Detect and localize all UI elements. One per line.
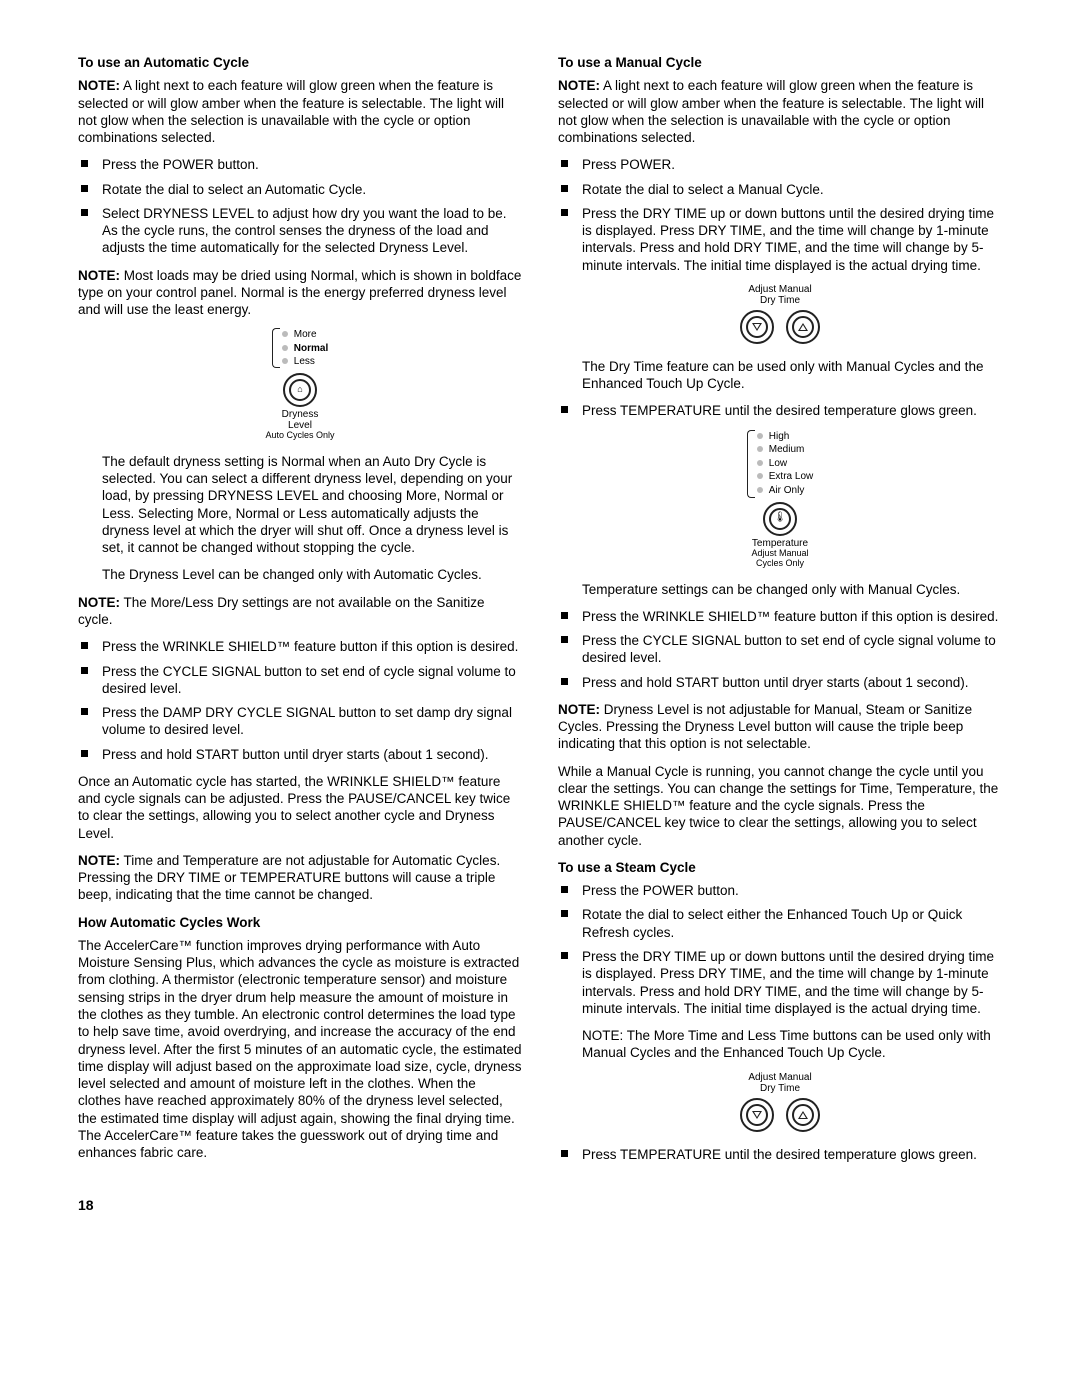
list-item: Rotate the dial to select an Automatic C… bbox=[78, 181, 522, 198]
list-item: Press and hold START button until dryer … bbox=[78, 746, 522, 763]
list-steam-2: Press TEMPERATURE until the desired temp… bbox=[558, 1146, 1002, 1163]
list-item: Press TEMPERATURE until the desired temp… bbox=[558, 1146, 1002, 1163]
right-column: To use a Manual Cycle NOTE: A light next… bbox=[558, 54, 1002, 1173]
heading-auto-cycle: To use an Automatic Cycle bbox=[78, 54, 522, 71]
para-accelercare: The AccelerCare™ function improves dryin… bbox=[78, 937, 522, 1161]
note-label: NOTE: bbox=[78, 78, 120, 93]
note-4: NOTE: Time and Temperature are not adjus… bbox=[78, 852, 522, 904]
level-more: More bbox=[282, 328, 328, 342]
note-text: Dryness Level is not adjustable for Manu… bbox=[558, 702, 972, 752]
note-label: NOTE: bbox=[78, 595, 120, 610]
time-down-knob-icon bbox=[740, 1098, 774, 1132]
note-text: The More/Less Dry settings are not avail… bbox=[78, 595, 484, 627]
note-1: NOTE: A light next to each feature will … bbox=[78, 77, 522, 146]
figure-dryness-level: More Normal Less ⌂ Dryness Level Auto Cy… bbox=[78, 328, 522, 440]
list-item: Rotate the dial to select either the Enh… bbox=[558, 906, 1002, 941]
list-steam-1: Press the POWER button. Rotate the dial … bbox=[558, 882, 1002, 1017]
list-item: Press the WRINKLE SHIELD™ feature button… bbox=[78, 638, 522, 655]
indent-note: NOTE: The More Time and Less Time button… bbox=[558, 1027, 1002, 1062]
fig-caption: Adjust Manual bbox=[558, 284, 1002, 295]
heading-steam-cycle: To use a Steam Cycle bbox=[558, 859, 1002, 876]
indent-para: The default dryness setting is Normal wh… bbox=[78, 453, 522, 557]
list-item: Press the POWER button. bbox=[558, 882, 1002, 899]
list-item: Press the WRINKLE SHIELD™ feature button… bbox=[558, 608, 1002, 625]
temp-level: Medium bbox=[757, 443, 813, 457]
list-item: Press the CYCLE SIGNAL button to set end… bbox=[78, 663, 522, 698]
note-label: NOTE: bbox=[558, 702, 600, 717]
figure-temperature: High Medium Low Extra Low Air Only 🌡 Tem… bbox=[558, 430, 1002, 569]
note-label: NOTE: bbox=[558, 78, 600, 93]
note-text: The More Time and Less Time buttons can … bbox=[582, 1028, 991, 1060]
list-manual-2: Press TEMPERATURE until the desired temp… bbox=[558, 402, 1002, 419]
fig-caption: Adjust Manual bbox=[558, 1072, 1002, 1083]
temp-level: Air Only bbox=[757, 484, 813, 498]
two-column-layout: To use an Automatic Cycle NOTE: A light … bbox=[78, 54, 1002, 1173]
indent-para: The Dry Time feature can be used only wi… bbox=[558, 358, 1002, 393]
figure-dry-time-1: Adjust Manual Dry Time bbox=[558, 284, 1002, 346]
fig-caption: Cycles Only bbox=[558, 559, 1002, 569]
list-item: Press the CYCLE SIGNAL button to set end… bbox=[558, 632, 1002, 667]
list-item: Press the DAMP DRY CYCLE SIGNAL button t… bbox=[78, 704, 522, 739]
note-label: NOTE: bbox=[78, 268, 120, 283]
note-2: NOTE: Most loads may be dried using Norm… bbox=[78, 267, 522, 319]
page-number: 18 bbox=[78, 1197, 1002, 1215]
temp-level: Extra Low bbox=[757, 470, 813, 484]
fig-caption: Dryness bbox=[78, 409, 522, 420]
time-down-knob-icon bbox=[740, 310, 774, 344]
list-item: Press the POWER button. bbox=[78, 156, 522, 173]
temperature-knob-icon: 🌡 bbox=[763, 502, 797, 536]
note-text: A light next to each feature will glow g… bbox=[78, 78, 504, 145]
list-item: Press the DRY TIME up or down buttons un… bbox=[558, 948, 1002, 1017]
note-label: NOTE: bbox=[582, 1028, 623, 1043]
note-3: NOTE: The More/Less Dry settings are not… bbox=[78, 594, 522, 629]
list-auto-1: Press the POWER button. Rotate the dial … bbox=[78, 156, 522, 256]
temp-level: High bbox=[757, 430, 813, 444]
fig-caption: Dry Time bbox=[558, 295, 1002, 306]
list-item: Press TEMPERATURE until the desired temp… bbox=[558, 402, 1002, 419]
note-text: A light next to each feature will glow g… bbox=[558, 78, 984, 145]
list-auto-2: Press the WRINKLE SHIELD™ feature button… bbox=[78, 638, 522, 763]
list-manual-3: Press the WRINKLE SHIELD™ feature button… bbox=[558, 608, 1002, 691]
time-up-knob-icon bbox=[786, 310, 820, 344]
list-item: Rotate the dial to select a Manual Cycle… bbox=[558, 181, 1002, 198]
heading-how-auto-works: How Automatic Cycles Work bbox=[78, 914, 522, 931]
indent-para: Temperature settings can be changed only… bbox=[558, 581, 1002, 598]
note-text: Time and Temperature are not adjustable … bbox=[78, 853, 500, 903]
left-column: To use an Automatic Cycle NOTE: A light … bbox=[78, 54, 522, 1173]
note-text: Most loads may be dried using Normal, wh… bbox=[78, 268, 521, 318]
level-less: Less bbox=[282, 355, 328, 369]
list-item: Press and hold START button until dryer … bbox=[558, 674, 1002, 691]
level-normal: Normal bbox=[282, 342, 328, 356]
time-up-knob-icon bbox=[786, 1098, 820, 1132]
note-2r: NOTE: Dryness Level is not adjustable fo… bbox=[558, 701, 1002, 753]
para-manual-running: While a Manual Cycle is running, you can… bbox=[558, 763, 1002, 849]
heading-manual-cycle: To use a Manual Cycle bbox=[558, 54, 1002, 71]
indent-para: The Dryness Level can be changed only wi… bbox=[78, 566, 522, 583]
list-manual-1: Press POWER. Rotate the dial to select a… bbox=[558, 156, 1002, 274]
note-1r: NOTE: A light next to each feature will … bbox=[558, 77, 1002, 146]
figure-dry-time-2: Adjust Manual Dry Time bbox=[558, 1072, 1002, 1134]
note-label: NOTE: bbox=[78, 853, 120, 868]
fig-caption: Auto Cycles Only bbox=[78, 431, 522, 441]
temp-level: Low bbox=[757, 457, 813, 471]
list-item: Press POWER. bbox=[558, 156, 1002, 173]
dryness-knob-icon: ⌂ bbox=[283, 373, 317, 407]
para-auto-started: Once an Automatic cycle has started, the… bbox=[78, 773, 522, 842]
fig-caption: Dry Time bbox=[558, 1083, 1002, 1094]
list-item: Select DRYNESS LEVEL to adjust how dry y… bbox=[78, 205, 522, 257]
list-item: Press the DRY TIME up or down buttons un… bbox=[558, 205, 1002, 274]
